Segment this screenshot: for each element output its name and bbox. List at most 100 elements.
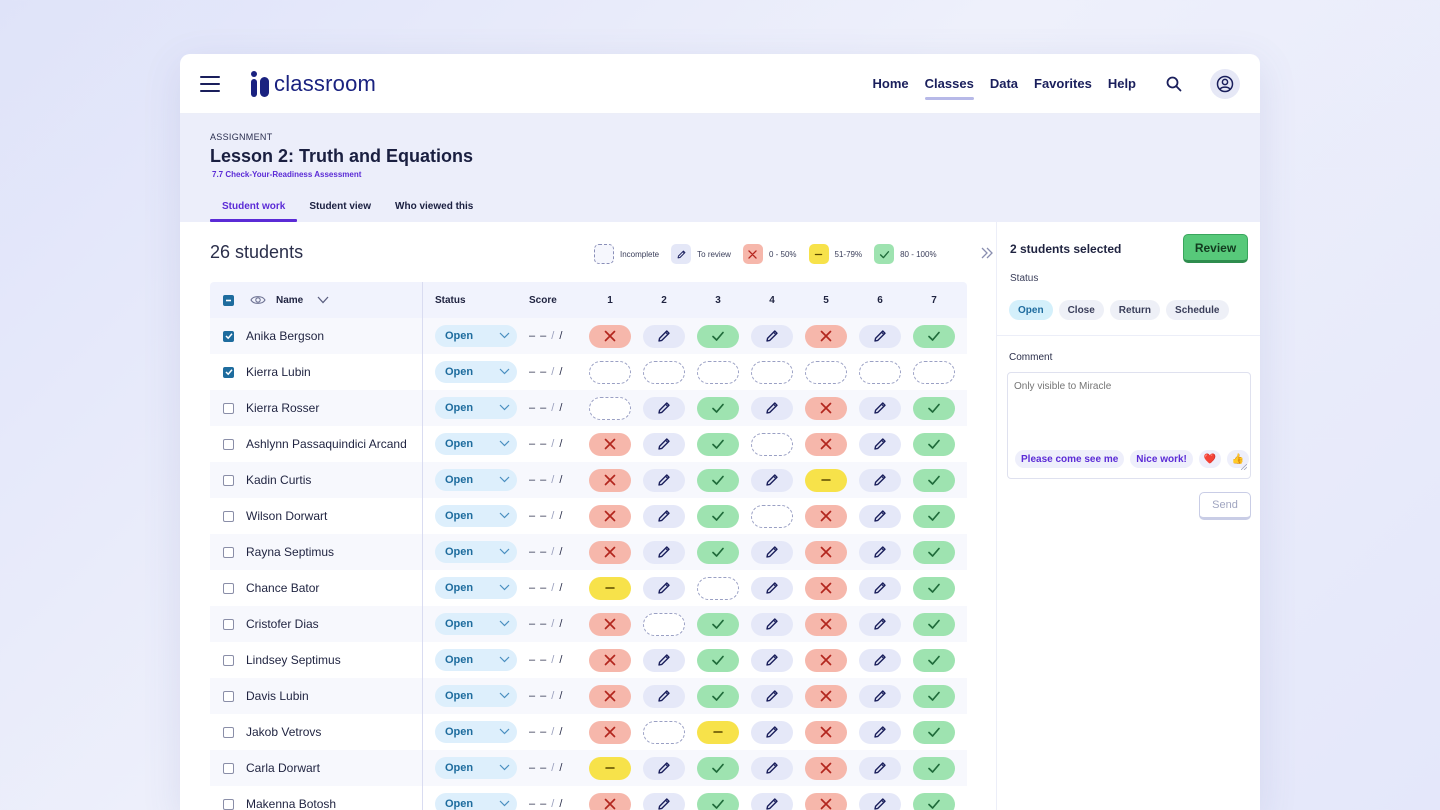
row-checkbox[interactable] — [223, 366, 234, 378]
q5-red-pill[interactable] — [805, 720, 847, 744]
q3-green-pill[interactable] — [697, 324, 739, 348]
nav-home[interactable]: Home — [872, 76, 909, 91]
q7-green-pill[interactable] — [913, 432, 955, 456]
q5-yellow-pill[interactable] — [805, 468, 847, 492]
student-name[interactable]: Kierra Rosser — [246, 401, 320, 415]
q6-review-pill[interactable] — [859, 720, 901, 744]
row-checkbox[interactable] — [223, 402, 234, 414]
student-name[interactable]: Makenna Botosh — [246, 797, 337, 810]
comment-input[interactable] — [1014, 381, 1244, 392]
row-checkbox[interactable] — [223, 762, 234, 774]
status-dropdown[interactable]: Open — [435, 541, 517, 563]
row-checkbox[interactable] — [223, 582, 234, 594]
q1-red-pill[interactable] — [589, 684, 631, 708]
q6-review-pill[interactable] — [859, 756, 901, 780]
q4-review-pill[interactable] — [751, 324, 793, 348]
student-name[interactable]: Anika Bergson — [246, 329, 325, 343]
row-checkbox[interactable] — [223, 726, 234, 738]
quick-reply-come-see-me[interactable]: Please come see me — [1015, 450, 1125, 468]
q5-red-pill[interactable] — [805, 576, 847, 600]
q2-review-pill[interactable] — [643, 468, 685, 492]
q4-review-pill[interactable] — [751, 648, 793, 672]
q5-red-pill[interactable] — [805, 684, 847, 708]
row-checkbox[interactable] — [223, 654, 234, 666]
student-name[interactable]: Cristofer Dias — [246, 617, 319, 631]
nav-favorites[interactable]: Favorites — [1034, 76, 1092, 91]
status-option-open[interactable]: Open — [1009, 300, 1053, 320]
q6-review-pill[interactable] — [859, 612, 901, 636]
student-name[interactable]: Davis Lubin — [246, 689, 309, 703]
nav-help[interactable]: Help — [1107, 76, 1136, 91]
status-dropdown[interactable]: Open — [435, 397, 517, 419]
q5-red-pill[interactable] — [805, 540, 847, 564]
q3-yellow-pill[interactable] — [697, 720, 739, 744]
status-dropdown[interactable]: Open — [435, 469, 517, 491]
quick-reply-nice-work[interactable]: Nice work! — [1130, 450, 1193, 468]
row-checkbox[interactable] — [223, 474, 234, 486]
q3-green-pill[interactable] — [697, 684, 739, 708]
q2-review-pill[interactable] — [643, 432, 685, 456]
q6-review-pill[interactable] — [859, 468, 901, 492]
q1-incomplete-pill[interactable] — [589, 360, 631, 384]
q7-green-pill[interactable] — [913, 540, 955, 564]
status-dropdown[interactable]: Open — [435, 433, 517, 455]
header-name[interactable]: Name — [276, 294, 304, 306]
nav-data[interactable]: Data — [989, 76, 1019, 91]
row-checkbox[interactable] — [223, 330, 234, 342]
q2-incomplete-pill[interactable] — [643, 612, 685, 636]
q2-review-pill[interactable] — [643, 576, 685, 600]
chevron-down-icon[interactable] — [317, 296, 329, 304]
tab-who-viewed[interactable]: Who viewed this — [395, 201, 474, 212]
q4-review-pill[interactable] — [751, 720, 793, 744]
status-dropdown[interactable]: Open — [435, 325, 517, 347]
q1-red-pill[interactable] — [589, 432, 631, 456]
q5-red-pill[interactable] — [805, 648, 847, 672]
q1-red-pill[interactable] — [589, 468, 631, 492]
status-dropdown[interactable]: Open — [435, 793, 517, 810]
q1-red-pill[interactable] — [589, 504, 631, 528]
select-all-checkbox[interactable] — [223, 294, 234, 306]
status-option-return[interactable]: Return — [1109, 300, 1161, 320]
q6-review-pill[interactable] — [859, 324, 901, 348]
student-name[interactable]: Kierra Lubin — [246, 365, 311, 379]
q7-green-pill[interactable] — [913, 396, 955, 420]
status-dropdown[interactable]: Open — [435, 649, 517, 671]
q6-review-pill[interactable] — [859, 540, 901, 564]
review-button[interactable]: Review — [1183, 234, 1248, 263]
q5-red-pill[interactable] — [805, 324, 847, 348]
status-dropdown[interactable]: Open — [435, 613, 517, 635]
q2-review-pill[interactable] — [643, 792, 685, 810]
q4-review-pill[interactable] — [751, 540, 793, 564]
q7-green-pill[interactable] — [913, 504, 955, 528]
student-name[interactable]: Carla Dorwart — [246, 761, 321, 775]
q1-red-pill[interactable] — [589, 540, 631, 564]
eye-icon[interactable] — [250, 294, 266, 306]
q6-review-pill[interactable] — [859, 648, 901, 672]
q4-incomplete-pill[interactable] — [751, 432, 793, 456]
q3-green-pill[interactable] — [697, 468, 739, 492]
status-dropdown[interactable]: Open — [435, 757, 517, 779]
q4-incomplete-pill[interactable] — [751, 504, 793, 528]
student-name[interactable]: Chance Bator — [246, 581, 320, 595]
q3-incomplete-pill[interactable] — [697, 576, 739, 600]
q6-review-pill[interactable] — [859, 576, 901, 600]
q2-incomplete-pill[interactable] — [643, 720, 685, 744]
search-icon[interactable] — [1164, 74, 1184, 94]
q7-green-pill[interactable] — [913, 720, 955, 744]
collapse-panel-icon[interactable] — [978, 242, 996, 264]
q1-red-pill[interactable] — [589, 720, 631, 744]
q1-red-pill[interactable] — [589, 324, 631, 348]
q2-review-pill[interactable] — [643, 648, 685, 672]
q3-green-pill[interactable] — [697, 756, 739, 780]
q4-review-pill[interactable] — [751, 468, 793, 492]
status-option-schedule[interactable]: Schedule — [1166, 300, 1229, 320]
q7-green-pill[interactable] — [913, 648, 955, 672]
q7-green-pill[interactable] — [913, 468, 955, 492]
q5-red-pill[interactable] — [805, 432, 847, 456]
thumbs-up-emoji-button[interactable]: 👍 — [1226, 450, 1249, 468]
q1-incomplete-pill[interactable] — [589, 396, 631, 420]
q1-red-pill[interactable] — [589, 612, 631, 636]
q7-green-pill[interactable] — [913, 792, 955, 810]
student-name[interactable]: Rayna Septimus — [246, 545, 335, 559]
q3-incomplete-pill[interactable] — [697, 360, 739, 384]
